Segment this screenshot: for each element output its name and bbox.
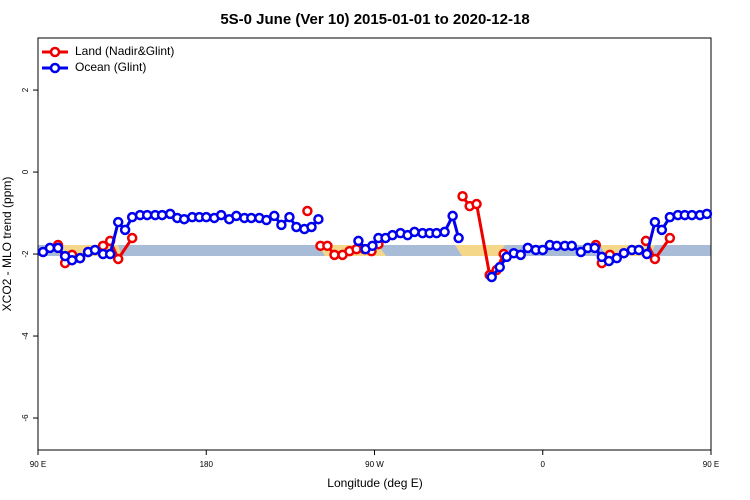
x-tick-label: 180 <box>200 460 214 469</box>
point <box>302 205 313 217</box>
point <box>284 211 295 223</box>
point <box>313 213 324 225</box>
point <box>439 226 450 238</box>
point <box>409 226 420 238</box>
point <box>52 242 64 254</box>
point <box>66 254 78 266</box>
point <box>701 208 713 220</box>
point <box>387 229 398 241</box>
point <box>322 240 333 252</box>
land-band <box>455 245 505 256</box>
point <box>112 216 124 228</box>
point <box>126 232 138 244</box>
point <box>269 210 280 222</box>
y-tick-label: 0 <box>21 169 30 174</box>
point <box>633 244 645 256</box>
point <box>664 232 676 244</box>
point <box>201 211 212 223</box>
point <box>641 248 653 260</box>
point <box>618 247 630 259</box>
series-line <box>56 195 672 278</box>
point <box>178 213 190 225</box>
point <box>611 252 623 264</box>
point <box>104 248 116 260</box>
point <box>515 249 526 261</box>
y-tick-label: -2 <box>21 250 30 258</box>
legend-label: Land (Nadir&Glint) <box>75 44 174 58</box>
y-tick-label: -6 <box>21 414 30 422</box>
legend-marker <box>49 62 61 74</box>
x-axis-label: Longitude (deg E) <box>327 476 422 490</box>
point <box>494 261 506 273</box>
x-tick-label: 0 <box>541 460 546 469</box>
point <box>457 190 468 202</box>
point <box>353 235 364 247</box>
point <box>215 209 227 221</box>
point <box>589 242 600 254</box>
y-tick-label: -4 <box>21 332 30 340</box>
point <box>471 198 482 210</box>
y-axis-label: XCO2 - MLO trend (ppm) <box>0 177 14 312</box>
x-tick-label: 90 E <box>703 460 719 469</box>
point <box>276 219 287 231</box>
point <box>156 209 168 221</box>
point <box>306 221 317 233</box>
point <box>89 244 101 256</box>
point <box>119 224 131 236</box>
point <box>447 210 458 222</box>
point <box>367 240 378 252</box>
point <box>74 252 86 264</box>
legend-marker <box>49 46 61 58</box>
point <box>261 214 272 226</box>
chart-title: 5S-0 June (Ver 10) 2015-01-01 to 2020-12… <box>220 11 529 28</box>
point <box>231 210 242 222</box>
x-tick-label: 90 E <box>30 460 46 469</box>
legend-label: Ocean (Glint) <box>75 60 146 74</box>
point <box>649 253 661 265</box>
point <box>431 227 442 239</box>
point <box>649 216 661 228</box>
point <box>112 253 124 265</box>
point <box>566 240 577 252</box>
point <box>537 244 548 256</box>
point <box>486 271 497 283</box>
point <box>291 221 302 233</box>
point <box>522 242 534 254</box>
x-tick-label: 90 W <box>365 460 384 469</box>
point <box>453 232 464 244</box>
y-tick-label: 2 <box>21 87 30 92</box>
point <box>664 211 676 223</box>
point <box>656 224 668 236</box>
